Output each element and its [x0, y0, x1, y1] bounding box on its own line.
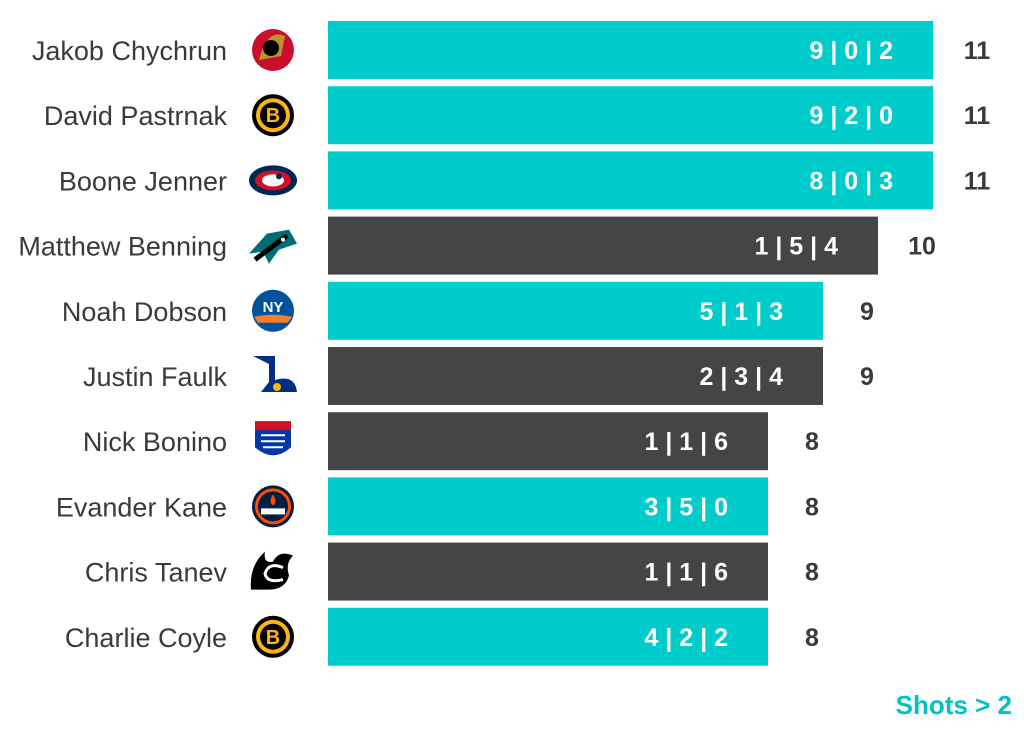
player-name: Evander Kane	[56, 492, 227, 522]
bar-data-label: 8 | 0 | 3	[810, 167, 893, 195]
player-name: Justin Faulk	[83, 362, 228, 392]
chart-row: Jakob Chychrun 9 | 0 | 2 11	[32, 21, 990, 79]
flames-logo-icon	[250, 551, 293, 590]
chart-row: Evander Kane 3 | 5 | 0 8	[56, 477, 819, 536]
bar-data-label: 1 | 1 | 6	[645, 428, 728, 456]
chart-row: Nick Bonino 1 | 1 | 6 8	[83, 412, 819, 471]
bar	[328, 412, 768, 471]
bar-total-label: 11	[964, 37, 991, 65]
player-name: Nick Bonino	[83, 427, 227, 457]
chart-row: Justin Faulk 2 | 3 | 4 9	[83, 347, 874, 405]
bar-total-label: 11	[964, 167, 991, 195]
bar	[328, 542, 768, 601]
oilers-logo-icon	[252, 485, 294, 528]
bar-data-label: 5 | 1 | 3	[700, 298, 783, 326]
chart-row: David Pastrnak B 9 | 2 | 0 11	[44, 86, 991, 145]
bruins-logo-icon: B	[252, 94, 294, 137]
chart-rows: Jakob Chychrun 9 | 0 | 2 11 David Pastrnak B…	[18, 21, 990, 666]
chart-row: Matthew Benning 1 | 5 | 4 10	[18, 216, 936, 275]
blue-jackets-logo-icon	[249, 165, 297, 196]
bar-data-label: 4 | 2 | 2	[645, 624, 728, 652]
bar	[328, 21, 933, 79]
chart-note: Shots > 2	[896, 690, 1012, 720]
player-name: Boone Jenner	[59, 166, 227, 196]
bruins-logo-icon: B	[252, 615, 294, 658]
bar-data-label: 1 | 5 | 4	[755, 233, 839, 261]
bar	[328, 86, 933, 145]
svg-text:NY: NY	[263, 299, 284, 316]
bar	[328, 607, 768, 666]
rangers-logo-icon	[255, 421, 291, 456]
chart-row: Charlie Coyle B 4 | 2 | 2 8	[65, 607, 819, 666]
bar-data-label: 9 | 2 | 0	[810, 102, 893, 130]
bar-total-label: 8	[805, 428, 819, 456]
chart-row: Boone Jenner 8 | 0 | 3 11	[59, 151, 991, 210]
bar-total-label: 8	[805, 493, 819, 521]
bar-total-label: 11	[964, 102, 991, 130]
bar	[328, 151, 933, 210]
bar-total-label: 8	[805, 624, 819, 652]
svg-text:B: B	[266, 105, 280, 127]
bar	[328, 477, 768, 536]
player-name: Matthew Benning	[18, 232, 227, 262]
player-name: Jakob Chychrun	[32, 36, 227, 66]
senators-logo-icon	[252, 29, 294, 71]
bar	[328, 347, 823, 405]
player-name: Charlie Coyle	[65, 623, 227, 653]
bar-data-label: 1 | 1 | 6	[645, 559, 728, 587]
bar	[328, 216, 878, 275]
player-name: David Pastrnak	[44, 101, 228, 131]
svg-text:B: B	[266, 627, 280, 649]
islanders-logo-icon: NY	[252, 289, 294, 332]
player-name: Noah Dobson	[62, 297, 227, 327]
sharks-logo-icon	[249, 229, 297, 264]
bar-total-label: 10	[908, 233, 936, 261]
chart-row: Chris Tanev 1 | 1 | 6 8	[85, 542, 819, 601]
player-name: Chris Tanev	[85, 558, 228, 588]
bar-total-label: 9	[860, 298, 874, 326]
blues-logo-icon	[253, 356, 297, 392]
bar-total-label: 9	[860, 363, 874, 391]
bar-data-label: 9 | 0 | 2	[810, 37, 893, 65]
bar-total-label: 8	[805, 559, 819, 587]
chart-row: Noah Dobson NY 5 | 1 | 3 9	[62, 281, 874, 340]
bar-data-label: 3 | 5 | 0	[645, 493, 728, 521]
bar	[328, 281, 823, 340]
bar-data-label: 2 | 3 | 4	[700, 363, 784, 391]
